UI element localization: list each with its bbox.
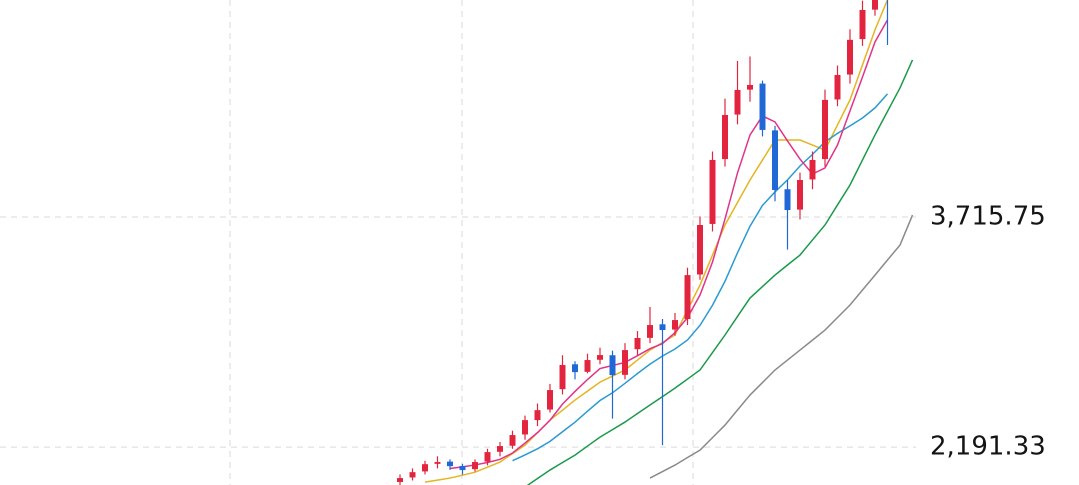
candle-body xyxy=(747,84,753,90)
candle-body xyxy=(422,464,428,472)
candle-body xyxy=(809,159,816,180)
candle-body xyxy=(759,83,766,130)
y-tick-label: 3,715.75 xyxy=(930,202,1046,232)
candle-body xyxy=(834,74,841,100)
y-tick-label: 5,240.17 xyxy=(930,0,1046,1)
candle-body xyxy=(859,9,866,40)
candle-body xyxy=(847,39,853,75)
candle-body xyxy=(547,390,553,410)
candle-body xyxy=(709,159,716,224)
candle-body xyxy=(534,410,541,421)
moving-average-line xyxy=(649,214,914,479)
candle-body xyxy=(622,350,628,375)
candle-body xyxy=(697,224,703,275)
candle-body xyxy=(722,114,728,160)
moving-average-line xyxy=(526,59,914,485)
candle-body xyxy=(447,461,453,467)
candle-body xyxy=(784,189,791,211)
candle-body xyxy=(584,360,591,372)
moving-average-line xyxy=(449,19,889,470)
candle-body xyxy=(609,355,616,376)
candle-body xyxy=(509,435,516,446)
candle-body xyxy=(659,324,666,331)
candle-body xyxy=(684,275,691,320)
candle-body xyxy=(772,130,778,190)
candle-body xyxy=(484,452,491,462)
y-tick-label: 2,191.33 xyxy=(930,432,1046,462)
candle-body xyxy=(822,99,828,160)
moving-average-line xyxy=(424,0,889,483)
candle-body xyxy=(872,0,878,10)
candle-body xyxy=(797,180,803,210)
candle-body xyxy=(409,472,416,478)
candle-body xyxy=(634,338,641,350)
candle-body xyxy=(672,320,678,330)
candle-body xyxy=(472,462,478,470)
candle-body xyxy=(497,446,503,452)
candle-body xyxy=(734,89,741,115)
candle-body xyxy=(397,478,403,482)
candle-body xyxy=(647,325,653,338)
candle-body xyxy=(597,355,603,360)
candle-body xyxy=(559,365,566,390)
candle-body xyxy=(522,420,528,435)
candle-body xyxy=(572,364,578,373)
candle-body xyxy=(434,462,441,464)
vertical-grid xyxy=(229,0,694,485)
candle-body xyxy=(459,465,466,471)
